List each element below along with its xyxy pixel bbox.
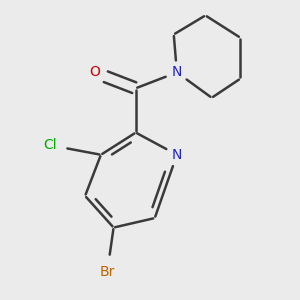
Text: N: N (172, 65, 182, 80)
Text: O: O (89, 65, 100, 80)
Text: Cl: Cl (44, 138, 57, 152)
Text: N: N (172, 148, 182, 162)
Text: Br: Br (100, 265, 115, 279)
